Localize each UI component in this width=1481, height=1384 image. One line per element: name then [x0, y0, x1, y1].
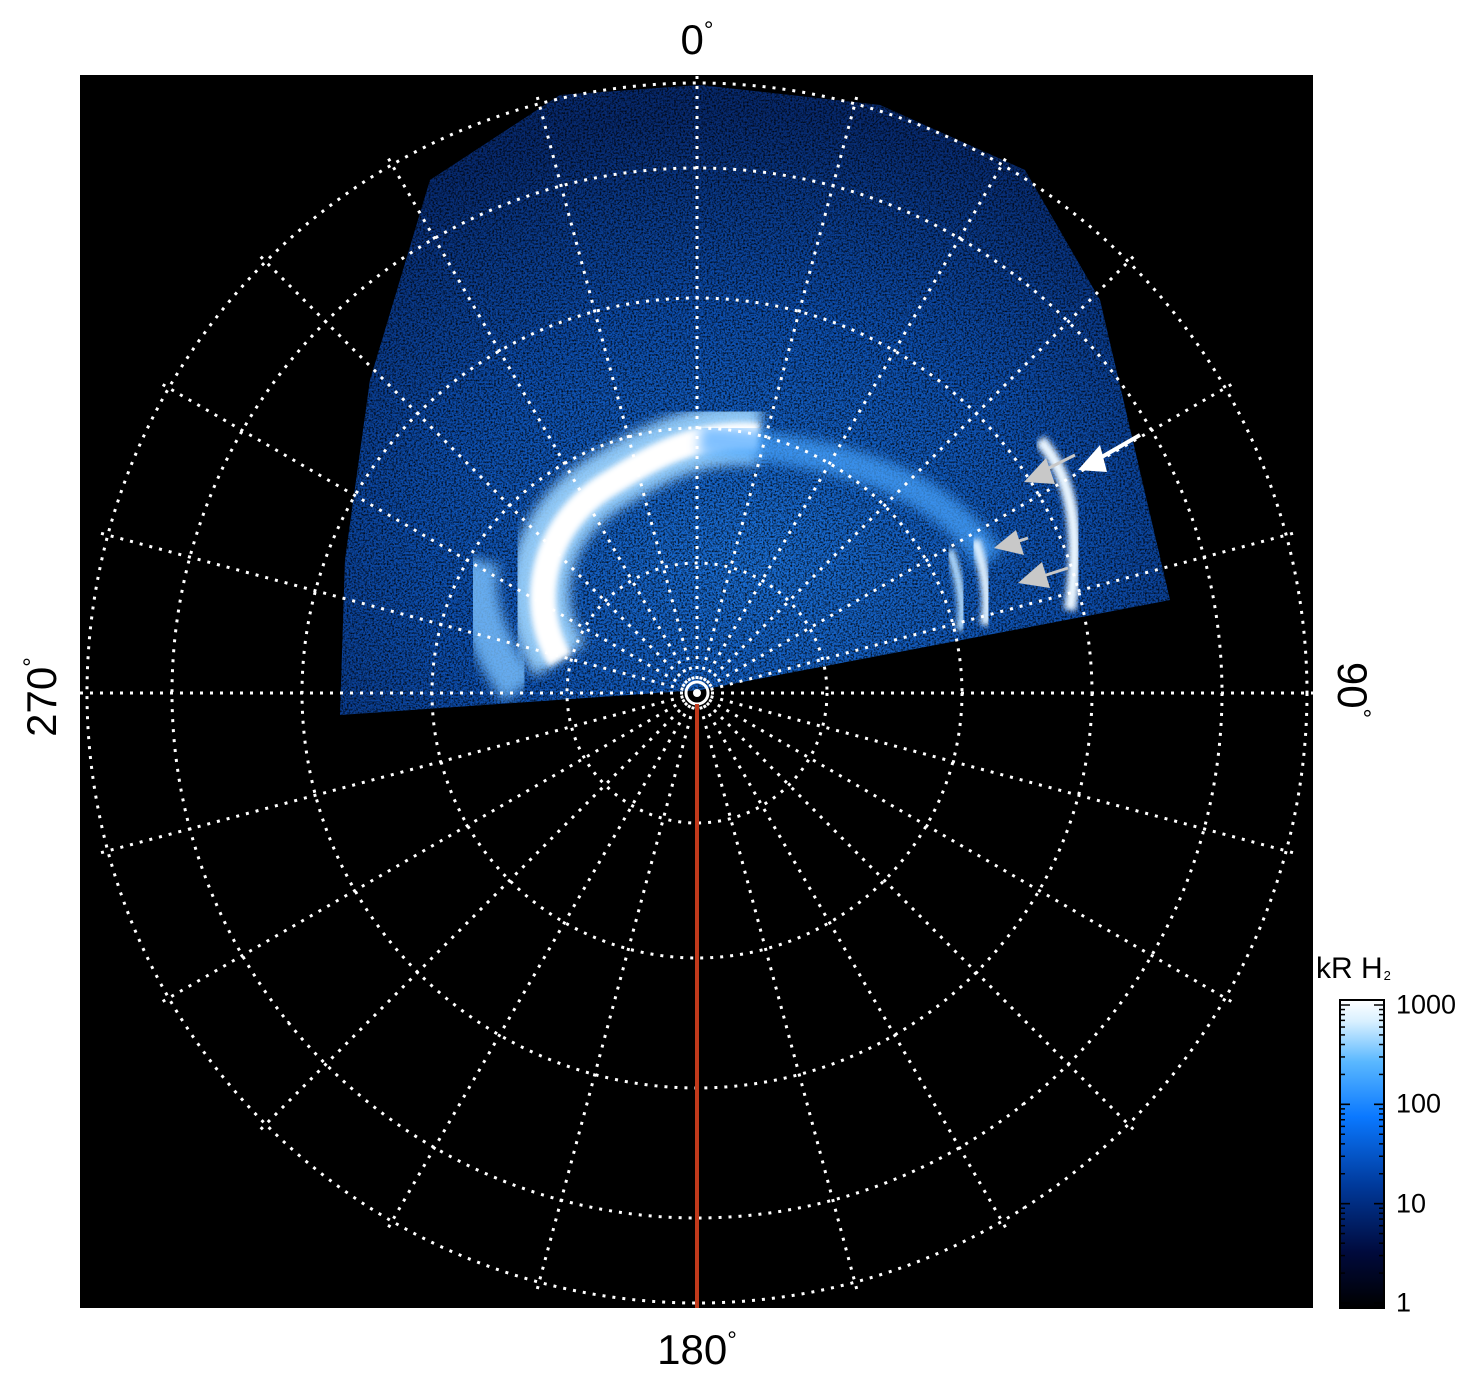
meridian-225	[257, 701, 689, 1133]
colorbar-tick-label: 1	[1396, 1287, 1412, 1318]
meridian-285	[97, 531, 684, 691]
colorbar-tick-label: 10	[1396, 1188, 1427, 1219]
meridian-300	[159, 381, 686, 688]
arrow-white	[1078, 433, 1141, 472]
meridian-195	[535, 706, 695, 1293]
meridian-135	[705, 701, 1137, 1133]
angle-label-right: 90°	[1329, 661, 1376, 719]
meridian-345	[535, 93, 695, 680]
latitude-circle-5	[85, 81, 1309, 1305]
colorbar-minor-ticks	[1340, 1004, 1384, 1304]
meridian-330	[385, 155, 692, 682]
meridian-30	[702, 155, 1009, 682]
meridian-120	[708, 698, 1235, 1005]
meridian-105	[710, 695, 1297, 855]
meridian-165	[699, 706, 859, 1293]
meridian-210	[385, 704, 692, 1231]
arrow-gray-3	[1018, 562, 1069, 588]
annotation-arrows	[994, 433, 1141, 588]
colorbar-title: kR H2	[1316, 952, 1391, 985]
colorbar-tick-label: 1000	[1396, 989, 1457, 1020]
angle-label-left: 270°	[18, 657, 65, 737]
angle-label-bottom: 180°	[657, 1326, 737, 1373]
arrow-gray-2	[994, 530, 1029, 555]
meridian-45	[705, 253, 1137, 685]
angle-label-top: 0°	[680, 16, 714, 63]
meridian-240	[159, 698, 686, 1005]
emission-region	[340, 85, 1170, 715]
meridian-15	[699, 93, 859, 680]
meridian-75	[710, 531, 1297, 691]
meridian-315	[257, 253, 689, 685]
meridian-60	[708, 381, 1235, 688]
latitude-circle-1	[565, 561, 829, 825]
arrow-gray-1	[1024, 453, 1076, 484]
colorbar	[1339, 999, 1385, 1309]
meridian-150	[702, 704, 1009, 1231]
meridian-gridlines	[80, 75, 1313, 1308]
meridian-255	[97, 695, 684, 855]
colorbar-tick-label: 100	[1396, 1088, 1442, 1119]
